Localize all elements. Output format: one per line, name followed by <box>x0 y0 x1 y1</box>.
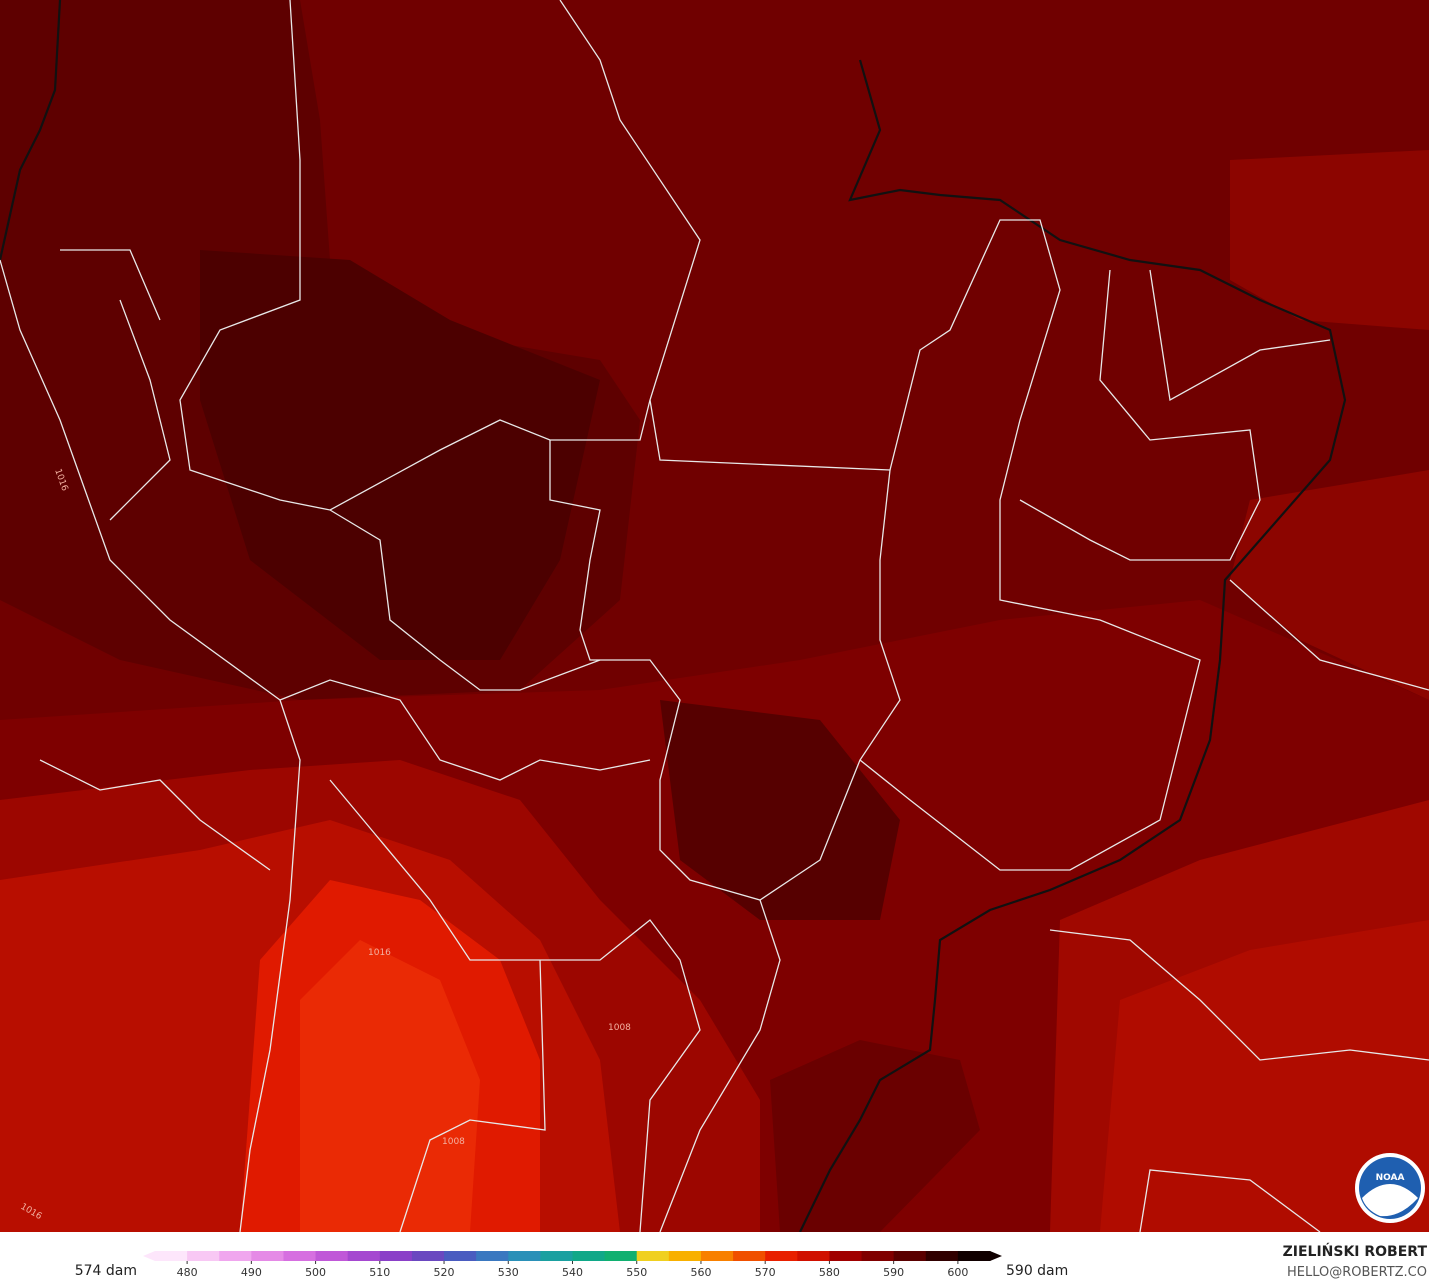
colorbar-tick-label: 480 <box>177 1266 198 1279</box>
colorbar-bin <box>476 1251 509 1261</box>
border <box>1019 269 1331 561</box>
contour-label: 1008 <box>442 1137 465 1147</box>
colorbar-bin <box>925 1251 959 1261</box>
colorbar-bin <box>444 1251 477 1261</box>
field-band <box>1230 470 1429 700</box>
colorbar-tick-label: 550 <box>626 1266 647 1279</box>
colorbar-end <box>143 1251 155 1261</box>
colorbar-bin <box>155 1251 188 1261</box>
border <box>549 399 901 901</box>
field-band <box>1100 920 1429 1232</box>
colorbar-bin <box>829 1251 863 1261</box>
colorbar-bin <box>187 1251 220 1261</box>
field-band <box>1230 150 1429 330</box>
colorbar-tick-label: 530 <box>498 1266 519 1279</box>
colorbar-max-label: 590 dam <box>1006 1263 1068 1279</box>
colorbar-bin <box>347 1251 381 1261</box>
colorbar-bin <box>861 1251 895 1261</box>
email: HELLO@ROBERTZ.CO <box>1287 1265 1427 1280</box>
coastline <box>0 0 1347 1233</box>
map-field <box>0 0 1429 1232</box>
colorbar-bin <box>219 1251 252 1261</box>
field-band <box>200 250 600 660</box>
colorbar-tick-label: 490 <box>241 1266 262 1279</box>
colorbar-bin <box>700 1251 734 1261</box>
colorbar-bin <box>957 1251 991 1261</box>
colorbar-tick-label: 560 <box>690 1266 711 1279</box>
colorbar-tick-label: 520 <box>434 1266 455 1279</box>
field-band <box>660 700 900 920</box>
colorbar-tick-label: 590 <box>883 1266 904 1279</box>
border <box>60 249 171 521</box>
colorbar-bin <box>508 1251 541 1261</box>
colorbar-bin <box>411 1251 445 1261</box>
field-band <box>300 940 480 1232</box>
logo-bird <box>1362 1184 1418 1217</box>
colorbar-bin <box>251 1251 284 1261</box>
pressure-contour <box>39 579 1429 1233</box>
colorbar-bin <box>379 1251 413 1261</box>
colorbar-tick-label: 500 <box>305 1266 326 1279</box>
colorbar-bin <box>636 1251 670 1261</box>
colorbar-end <box>990 1251 1002 1261</box>
colorbar-bin <box>283 1251 317 1261</box>
colorbar: 574 dam 590 dam 480 490 500 510 520 530 540 550… <box>75 1251 1068 1279</box>
colorbar-bin <box>668 1251 702 1261</box>
colorbar-bin <box>540 1251 573 1261</box>
colorbar-tick-label: 600 <box>947 1266 968 1279</box>
colorbar-bin <box>893 1251 927 1261</box>
colorbar-tick-label: 570 <box>755 1266 776 1279</box>
colorbar-bin <box>765 1251 798 1261</box>
colorbar-bin <box>733 1251 766 1261</box>
borders <box>0 0 1429 1233</box>
colorbar-tick-label: 580 <box>819 1266 840 1279</box>
border <box>279 509 651 781</box>
border <box>179 0 701 511</box>
author: ZIELIŃSKI ROBERT <box>1283 1242 1428 1260</box>
contour-label: 1008 <box>608 1023 631 1033</box>
border <box>329 779 781 1233</box>
colorbar-bin <box>572 1251 606 1261</box>
border <box>859 219 1201 871</box>
colorbar-tick-label: 540 <box>562 1266 583 1279</box>
noaa-logo: NOAA <box>1355 1153 1425 1223</box>
colorbar-tick-label: 510 <box>369 1266 390 1279</box>
colorbar-bin <box>604 1251 638 1261</box>
colorbar-min-label: 574 dam <box>75 1263 137 1279</box>
logo-text: NOAA <box>1376 1173 1405 1183</box>
colorbar-bin <box>315 1251 349 1261</box>
colorbar-bin <box>797 1251 830 1261</box>
contour-label: 1016 <box>368 948 391 958</box>
